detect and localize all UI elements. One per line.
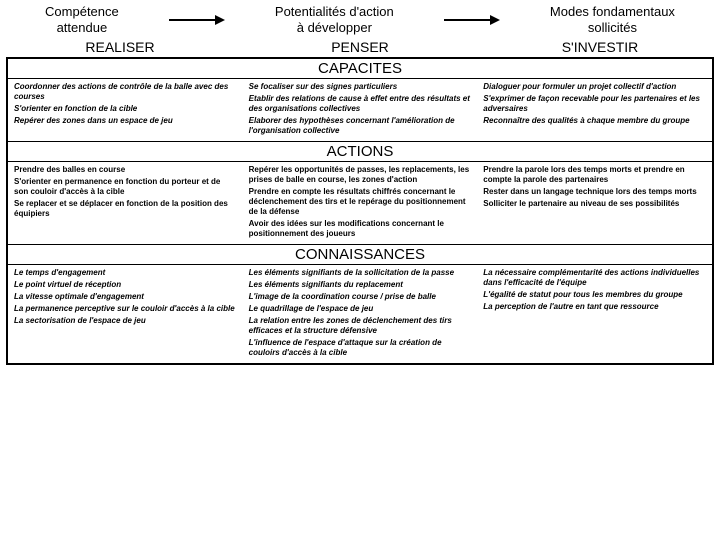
- band-connaissances: CONNAISSANCES: [8, 244, 712, 265]
- cap-item: Dialoguer pour formuler un projet collec…: [483, 82, 706, 92]
- actions-penser: Repérer les opportunités de passes, les …: [243, 162, 478, 244]
- header-line: Potentialités d'action: [275, 4, 394, 20]
- act-item: S'orienter en permanence en fonction du …: [14, 177, 237, 197]
- act-item: Prendre la parole lors des temps morts e…: [483, 165, 706, 185]
- band-capacites: CAPACITES: [8, 59, 712, 79]
- actions-sinvestir: Prendre la parole lors des temps morts e…: [477, 162, 712, 244]
- con-item: La relation entre les zones de déclenche…: [249, 316, 472, 336]
- con-item: Les éléments signifiants de la sollicita…: [249, 268, 472, 278]
- cap-item: Coordonner des actions de contrôle de la…: [14, 82, 237, 102]
- arrow-icon: [169, 13, 225, 27]
- band-actions: ACTIONS: [8, 141, 712, 162]
- main-table: CAPACITES Coordonner des actions de cont…: [6, 57, 714, 365]
- con-item: L'image de la coordination course / pris…: [249, 292, 472, 302]
- act-item: Repérer les opportunités de passes, les …: [249, 165, 472, 185]
- header-flow: Compétence attendue Potentialités d'acti…: [0, 0, 720, 37]
- con-item: L'influence de l'espace d'attaque sur la…: [249, 338, 472, 358]
- header-line: sollicités: [550, 20, 675, 36]
- connaissances-realiser: Le temps d'engagement Le point virtuel d…: [8, 265, 243, 363]
- axis-sinvestir: S'INVESTIR: [481, 39, 719, 55]
- con-item: La perception de l'autre en tant que res…: [483, 302, 706, 312]
- cap-item: Se focaliser sur des signes particuliers: [249, 82, 472, 92]
- axis-realiser: REALISER: [1, 39, 239, 55]
- con-item: La nécessaire complémentarité des action…: [483, 268, 706, 288]
- header-line: Modes fondamentaux: [550, 4, 675, 20]
- capacites-penser: Se focaliser sur des signes particuliers…: [243, 79, 478, 141]
- actions-row: Prendre des balles en course S'orienter …: [8, 162, 712, 244]
- capacites-realiser: Coordonner des actions de contrôle de la…: [8, 79, 243, 141]
- act-item: Solliciter le partenaire au niveau de se…: [483, 199, 706, 209]
- cap-item: S'orienter en fonction de la cible: [14, 104, 237, 114]
- con-item: L'égalité de statut pour tous les membre…: [483, 290, 706, 300]
- cap-item: Repérer des zones dans un espace de jeu: [14, 116, 237, 126]
- capacites-sinvestir: Dialoguer pour formuler un projet collec…: [477, 79, 712, 141]
- actions-realiser: Prendre des balles en course S'orienter …: [8, 162, 243, 244]
- cap-item: Reconnaître des qualités à chaque membre…: [483, 116, 706, 126]
- header-modes: Modes fondamentaux sollicités: [550, 4, 675, 35]
- con-item: La permanence perceptive sur le couloir …: [14, 304, 237, 314]
- cap-item: Etablir des relations de cause à effet e…: [249, 94, 472, 114]
- connaissances-row: Le temps d'engagement Le point virtuel d…: [8, 265, 712, 363]
- connaissances-penser: Les éléments signifiants de la sollicita…: [243, 265, 478, 363]
- axis-row: REALISER PENSER S'INVESTIR: [0, 37, 720, 57]
- act-item: Rester dans un langage technique lors de…: [483, 187, 706, 197]
- con-item: Le quadrillage de l'espace de jeu: [249, 304, 472, 314]
- arrow-icon: [444, 13, 500, 27]
- con-item: Le point virtuel de réception: [14, 280, 237, 290]
- header-potentialites: Potentialités d'action à développer: [275, 4, 394, 35]
- con-item: Les éléments signifiants du replacement: [249, 280, 472, 290]
- con-item: La vitesse optimale d'engagement: [14, 292, 237, 302]
- cap-item: S'exprimer de façon recevable pour les p…: [483, 94, 706, 114]
- act-item: Prendre des balles en course: [14, 165, 237, 175]
- header-competence: Compétence attendue: [45, 4, 119, 35]
- header-line: à développer: [275, 20, 394, 36]
- act-item: Prendre en compte les résultats chiffrés…: [249, 187, 472, 217]
- con-item: Le temps d'engagement: [14, 268, 237, 278]
- capacites-row: Coordonner des actions de contrôle de la…: [8, 79, 712, 141]
- connaissances-sinvestir: La nécessaire complémentarité des action…: [477, 265, 712, 363]
- header-line: Compétence: [45, 4, 119, 20]
- header-line: attendue: [45, 20, 119, 36]
- axis-penser: PENSER: [241, 39, 479, 55]
- cap-item: Elaborer des hypothèses concernant l'amé…: [249, 116, 472, 136]
- con-item: La sectorisation de l'espace de jeu: [14, 316, 237, 326]
- act-item: Avoir des idées sur les modifications co…: [249, 219, 472, 239]
- act-item: Se replacer et se déplacer en fonction d…: [14, 199, 237, 219]
